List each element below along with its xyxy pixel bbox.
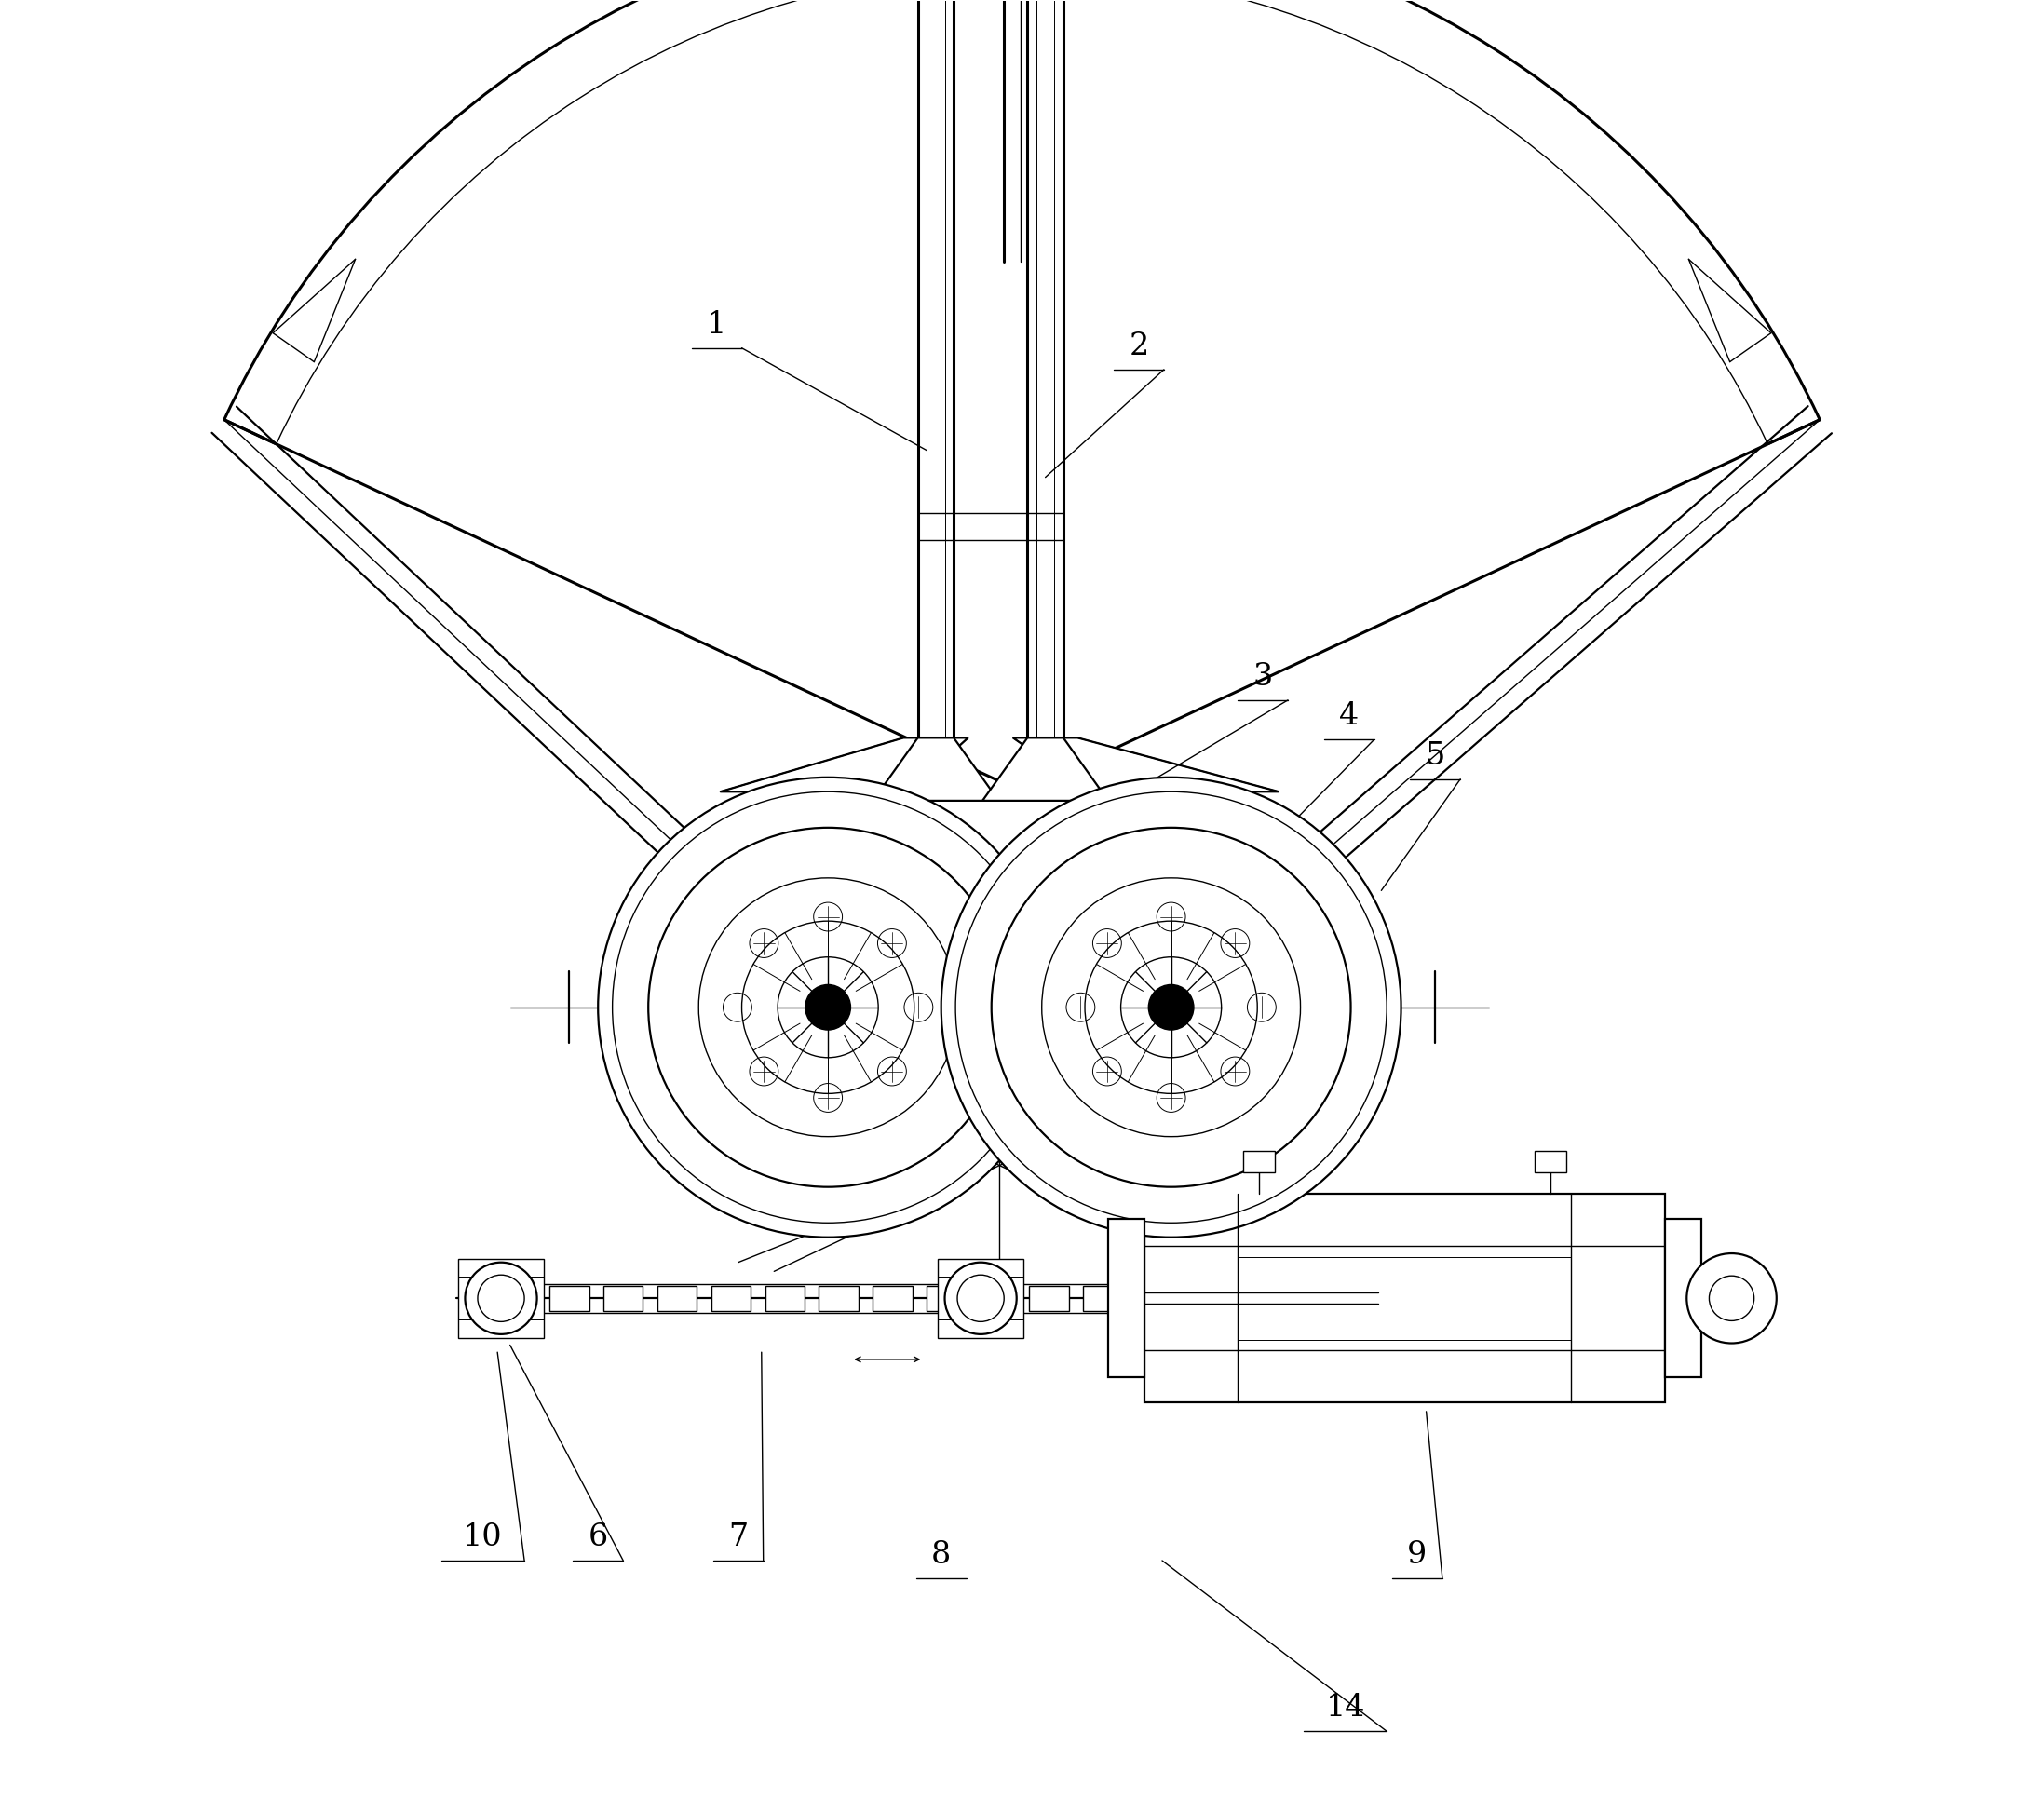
Text: 6: 6 [589,1522,607,1553]
Text: 10: 10 [464,1522,503,1553]
Text: 1: 1 [707,309,726,340]
Bar [1535,1151,1566,1173]
Bar [711,1286,750,1311]
Bar [1028,0,1063,738]
Bar [1145,1195,1666,1403]
Bar [1083,1286,1122,1311]
Polygon shape [719,738,969,792]
Bar [1030,1286,1069,1311]
Text: 14: 14 [1327,1693,1365,1723]
Text: 2: 2 [1128,331,1149,362]
Circle shape [466,1263,538,1335]
Bar [873,1286,912,1311]
Bar [918,0,955,738]
Circle shape [805,984,850,1029]
Text: 7: 7 [728,1522,748,1553]
Text: 8: 8 [932,1540,950,1571]
Bar [820,1286,858,1311]
Text: 9: 9 [1408,1540,1427,1571]
Circle shape [599,777,1059,1238]
Bar [603,1286,644,1311]
Text: 4: 4 [1339,702,1359,730]
Bar [658,1286,697,1311]
Circle shape [944,1263,1016,1335]
Bar [918,513,1063,540]
Bar [1243,1151,1273,1173]
Polygon shape [983,738,1108,801]
Bar [458,1259,544,1338]
Text: 5: 5 [1425,741,1445,770]
Bar [550,1286,589,1311]
Circle shape [1686,1254,1776,1344]
Bar [1108,1220,1145,1378]
Bar [926,1286,967,1311]
Polygon shape [1014,738,1280,792]
Circle shape [940,777,1400,1238]
Bar [1666,1220,1701,1378]
Text: 3: 3 [1253,662,1273,691]
Bar [764,1286,805,1311]
Bar [938,1259,1024,1338]
Polygon shape [873,738,1000,801]
Circle shape [1149,984,1194,1029]
